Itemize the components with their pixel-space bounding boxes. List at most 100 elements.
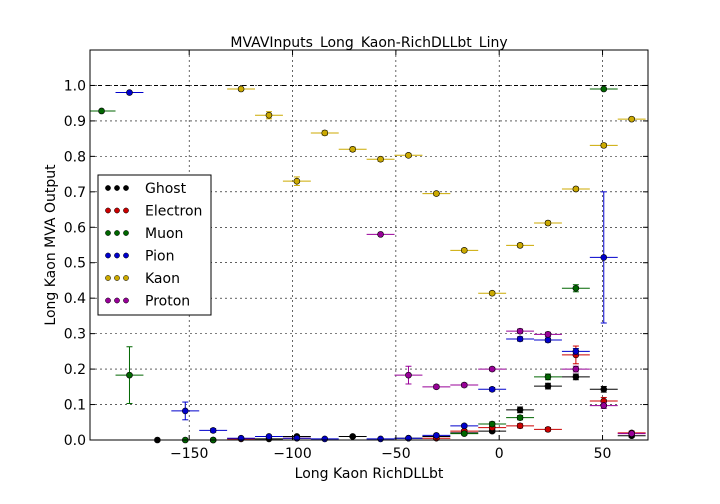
legend-label: Electron: [145, 204, 202, 220]
data-point: [600, 385, 608, 393]
legend-item-pion: Pion: [105, 249, 174, 265]
data-point: [628, 115, 635, 123]
data-point: [516, 414, 524, 421]
data-point: [572, 348, 580, 355]
data-point: [237, 85, 245, 93]
x-tick-label: −150: [170, 446, 208, 462]
legend-marker: [123, 230, 129, 236]
y-tick-label: 0.3: [64, 327, 86, 343]
data-point: [488, 385, 496, 393]
data-point: [488, 420, 496, 428]
legend-marker: [105, 207, 111, 214]
series-proton: [366, 231, 646, 437]
data-point: [544, 331, 552, 338]
data-point: [600, 254, 608, 261]
data-point: [544, 336, 552, 344]
data-point: [321, 435, 329, 443]
data-point: [572, 373, 580, 381]
data-point: [544, 426, 552, 433]
data-point: [544, 219, 552, 227]
data-point: [349, 433, 356, 440]
legend-marker: [105, 230, 111, 236]
y-axis-label: Long Kaon MVA Output: [43, 164, 59, 326]
legend-item-kaon: Kaon: [105, 271, 180, 287]
data-point: [349, 145, 356, 153]
data-point: [98, 107, 105, 115]
data-point: [433, 383, 440, 391]
y-tick-label: 0.9: [64, 114, 86, 130]
data-point: [265, 433, 273, 440]
data-point: [405, 371, 412, 379]
data-point: [433, 432, 440, 439]
series-pion: [115, 89, 618, 443]
legend-marker: [105, 252, 111, 259]
data-point: [600, 402, 608, 409]
data-point: [433, 190, 440, 197]
legend-marker: [105, 297, 111, 304]
data-point: [544, 373, 552, 381]
legend-label: Muon: [145, 226, 183, 242]
data-point: [181, 407, 189, 415]
legend-marker: [105, 275, 111, 281]
y-tick-label: 0.0: [64, 433, 86, 449]
x-tick-label: −100: [273, 446, 311, 462]
y-tick-label: 0.6: [64, 220, 86, 236]
legend-label: Ghost: [145, 181, 187, 197]
x-tick-label: 50: [594, 446, 612, 462]
x-axis-label: Long Kaon RichDLLbt: [295, 466, 444, 482]
x-tick-label: 0: [495, 446, 504, 462]
data-point: [460, 247, 468, 254]
legend-item-electron: Electron: [105, 204, 202, 220]
legend-marker: [114, 207, 120, 214]
legend-item-muon: Muon: [105, 226, 183, 242]
legend-label: Pion: [145, 249, 174, 265]
data-point: [600, 142, 608, 149]
chart-title: MVAVInputs_Long_Kaon-RichDLLbt_Liny: [230, 35, 507, 51]
data-point: [460, 430, 468, 437]
legend-marker: [114, 230, 120, 236]
legend-label: Proton: [145, 294, 190, 310]
data-point: [488, 365, 496, 373]
y-tick-label: 1.0: [64, 78, 86, 94]
data-point: [460, 422, 468, 430]
data-point: [377, 155, 384, 163]
data-point: [405, 152, 412, 159]
y-tick-label: 0.1: [64, 398, 86, 414]
legend-marker: [123, 252, 129, 259]
y-tick-label: 0.4: [64, 291, 86, 307]
x-tick-label: −50: [381, 446, 411, 462]
legend-marker: [114, 252, 120, 259]
legend-marker: [114, 275, 120, 281]
legend-marker: [114, 297, 120, 304]
data-point: [516, 335, 524, 343]
series-kaon: [227, 85, 646, 297]
data-point: [572, 365, 580, 373]
data-point: [377, 435, 384, 443]
data-point: [516, 422, 524, 430]
legend-label: Kaon: [145, 271, 180, 287]
data-point: [572, 185, 580, 193]
legend-item-proton: Proton: [105, 294, 190, 310]
data-point: [516, 242, 524, 249]
legend: Ghost Electron Muon Pion Kaon Proton: [97, 174, 212, 316]
legend-item-ghost: Ghost: [105, 181, 187, 197]
legend-marker: [114, 185, 120, 191]
data-point: [460, 381, 468, 389]
legend-marker: [123, 185, 129, 191]
data-point: [516, 406, 524, 414]
data-point: [265, 111, 273, 119]
series-muon: [90, 85, 618, 444]
plot-frame: [89, 49, 649, 441]
axis-ticks: −150 −100 −50 0 50 0.0 0.1 0.2 0.3 0.4 0.5 0.6 0.7 0.…: [64, 50, 648, 462]
data-point: [377, 231, 384, 238]
data-point: [126, 89, 133, 96]
data-point: [321, 129, 329, 137]
data-point: [628, 430, 635, 437]
data-point: [600, 85, 608, 93]
data-point: [572, 284, 580, 292]
data-point: [544, 382, 552, 390]
data-point: [209, 427, 217, 434]
legend-marker: [123, 207, 129, 214]
data-point: [293, 177, 301, 185]
data-point: [488, 289, 496, 297]
